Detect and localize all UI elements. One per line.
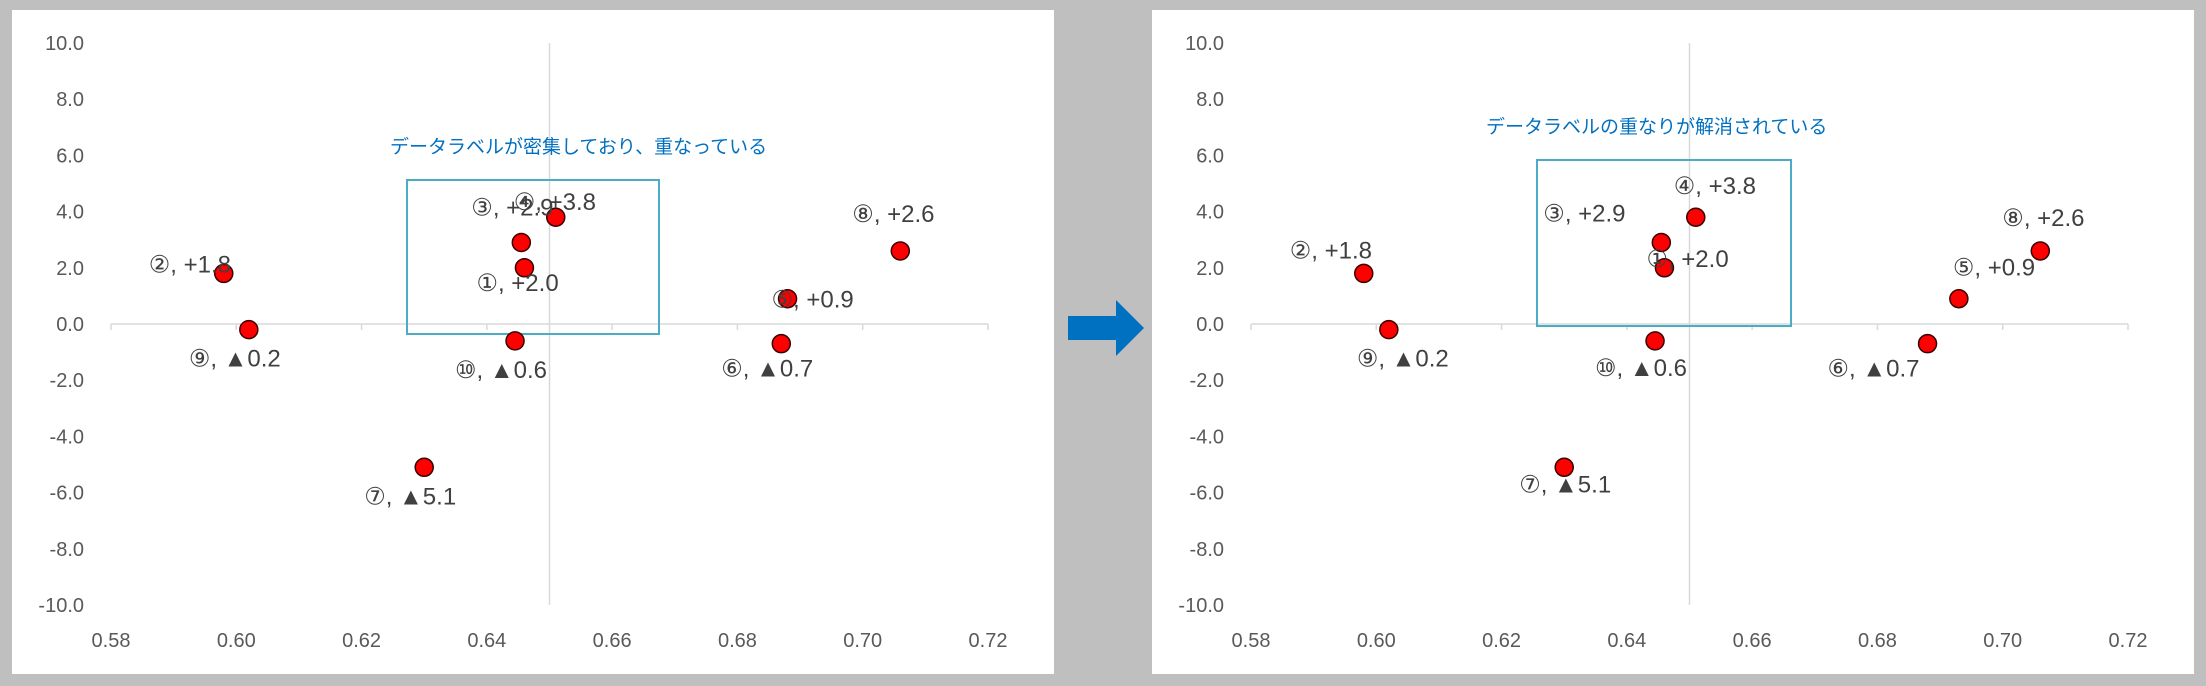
x-tick-label: 0.70 [1983, 630, 2022, 652]
data-label: ⑥, ▲0.7 [1828, 356, 1920, 383]
x-tick-label: 0.68 [718, 630, 757, 652]
data-point [1917, 333, 1938, 354]
data-label: ⑧, +2.6 [852, 201, 934, 228]
data-point [1686, 207, 1706, 227]
highlight-box [406, 179, 660, 335]
y-tick-label: -8.0 [50, 539, 84, 561]
x-tick-label: 0.66 [1733, 630, 1772, 652]
y-tick-label: 4.0 [1196, 202, 1224, 224]
y-tick-label: -4.0 [1190, 426, 1224, 448]
x-tick-label: 0.60 [217, 630, 256, 652]
data-label: ③, +2.9 [471, 195, 553, 222]
data-label: ⑨, ▲0.2 [189, 346, 281, 373]
y-tick-label: 6.0 [56, 145, 84, 167]
right-arrow-icon [1068, 300, 1144, 356]
data-point [514, 258, 535, 278]
data-point [2030, 241, 2051, 261]
y-tick-label: -10.0 [38, 595, 84, 617]
data-label: ③, +2.9 [1543, 201, 1625, 228]
data-label: ④, +3.8 [514, 189, 596, 216]
x-tick-label: 0.58 [1232, 630, 1271, 652]
y-tick-label: -8.0 [1190, 539, 1224, 561]
data-label: ①, +2.0 [476, 270, 558, 297]
data-point [1354, 263, 1374, 284]
data-label: ②, +1.8 [149, 251, 231, 278]
y-tick-label: 2.0 [1196, 258, 1224, 280]
data-point [1379, 319, 1399, 340]
data-label: ②, +1.8 [1290, 237, 1372, 264]
data-point [505, 331, 525, 351]
scatter-chart-resolved: 0.58 0.60 0.62 0.64 0.66 0.68 0.70 0.72 10.0 8.0 6… [1178, 33, 2148, 652]
y-tick-label: 6.0 [1196, 145, 1224, 167]
x-tick-label: 0.62 [1482, 630, 1521, 652]
chart-panel-resolved: 0.58 0.60 0.62 0.64 0.66 0.68 0.70 0.72 10.0 8.0 6… [1152, 10, 2194, 674]
data-point [1949, 288, 1969, 309]
data-point [546, 207, 566, 227]
annotation-note: データラベルの重なりが解消されている [1486, 116, 1827, 138]
x-tick-label: 0.62 [342, 630, 381, 652]
data-point [214, 263, 234, 284]
chart-panel-overlapping: 0.58 0.60 0.62 0.64 0.66 0.68 0.70 0.72 10.0 8.0 6… [12, 10, 1054, 674]
data-point [511, 232, 532, 253]
annotation-note: データラベルが密集しており、重なっている [390, 136, 767, 158]
highlight-box [1536, 159, 1792, 327]
data-label: ⑤, +0.9 [1953, 255, 2035, 282]
y-tick-label: -4.0 [50, 426, 84, 448]
x-tick-label: 0.64 [1607, 630, 1646, 652]
x-tick-label: 0.72 [2109, 630, 2148, 652]
data-label: ⑤, +0.9 [772, 287, 854, 314]
x-tick-label: 0.64 [467, 630, 506, 652]
x-tick-label: 0.72 [969, 630, 1008, 652]
x-tick-label: 0.68 [1858, 630, 1897, 652]
data-point [890, 241, 911, 261]
data-label: ⑧, +2.6 [2002, 205, 2084, 232]
data-label: ⑦, ▲5.1 [1519, 471, 1611, 498]
x-tick-label: 0.58 [92, 630, 131, 652]
data-point [777, 288, 798, 309]
data-label: ⑥, ▲0.7 [721, 356, 813, 383]
x-tick-label: 0.60 [1357, 630, 1396, 652]
data-point [1654, 258, 1675, 278]
y-tick-label: -10.0 [1178, 595, 1224, 617]
y-tick-label: 2.0 [56, 258, 84, 280]
y-tick-label: 10.0 [45, 33, 84, 55]
data-label: ⑦, ▲5.1 [364, 483, 456, 510]
x-tick-label: 0.70 [843, 630, 882, 652]
y-tick-label: 8.0 [56, 89, 84, 111]
data-point [239, 319, 259, 340]
data-point [1645, 331, 1665, 351]
x-tick-label: 0.66 [593, 630, 632, 652]
data-label: ①, +2.0 [1646, 246, 1728, 273]
data-label: ⑩, ▲0.6 [1595, 355, 1687, 382]
data-label: ⑩, ▲0.6 [455, 357, 547, 384]
data-point [1651, 232, 1672, 253]
y-tick-label: -2.0 [50, 370, 84, 392]
data-point [771, 333, 792, 354]
data-label: ④, +3.8 [1674, 173, 1756, 200]
y-tick-label: 0.0 [56, 314, 84, 336]
data-label: ⑨, ▲0.2 [1357, 346, 1449, 373]
y-tick-label: -6.0 [1190, 483, 1224, 505]
y-tick-label: -6.0 [50, 483, 84, 505]
y-tick-label: 0.0 [1196, 314, 1224, 336]
y-tick-label: 4.0 [56, 202, 84, 224]
y-tick-label: 8.0 [1196, 89, 1224, 111]
data-point [414, 457, 434, 478]
scatter-chart-overlapping: 0.58 0.60 0.62 0.64 0.66 0.68 0.70 0.72 10.0 8.0 6… [38, 33, 1008, 652]
data-point [1554, 457, 1574, 478]
y-tick-label: -2.0 [1190, 370, 1224, 392]
y-tick-label: 10.0 [1185, 33, 1224, 55]
